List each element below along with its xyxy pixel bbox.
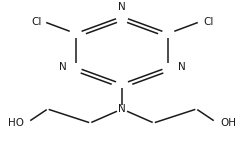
Text: N: N bbox=[118, 104, 126, 114]
Text: N: N bbox=[118, 2, 126, 12]
Text: Cl: Cl bbox=[31, 17, 41, 27]
Text: N: N bbox=[178, 62, 185, 72]
Text: N: N bbox=[59, 62, 66, 72]
Text: OH: OH bbox=[221, 118, 237, 128]
Text: Cl: Cl bbox=[204, 17, 214, 27]
Text: HO: HO bbox=[8, 118, 24, 128]
